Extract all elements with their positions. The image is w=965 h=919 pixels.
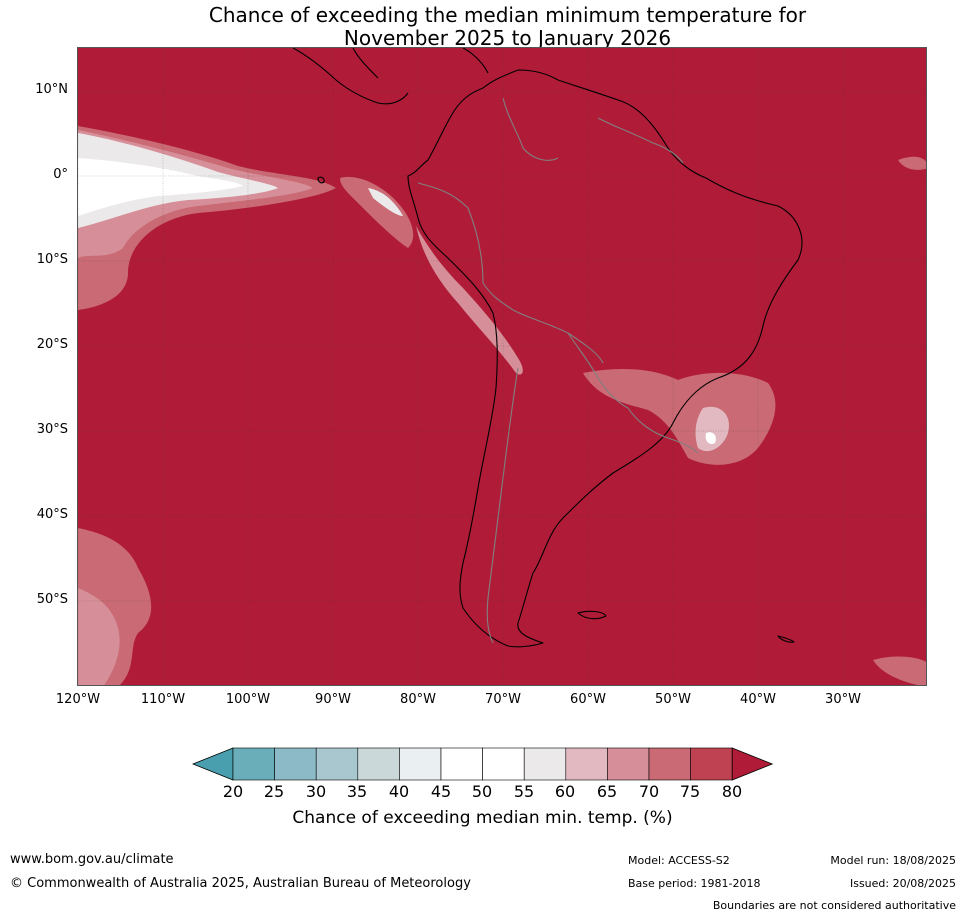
- colorbar-segment: [482, 747, 525, 781]
- border-argentina-brazil: [627, 407, 699, 454]
- map-canvas: [78, 48, 926, 685]
- colorbar-tick-70: 70: [638, 782, 660, 801]
- border-colombia-peru: [417, 182, 469, 209]
- website-link[interactable]: www.bom.gov.au/climate: [10, 852, 174, 867]
- probability-map[interactable]: [77, 47, 927, 686]
- lat-label-10n: 10°N: [35, 82, 68, 97]
- lon-label-40w: 40°W: [740, 692, 776, 707]
- south-atlantic-70-75-region: [873, 656, 926, 685]
- lon-label-50w: 50°W: [655, 692, 691, 707]
- colorbar-segment: [357, 747, 400, 781]
- andes-65-70-region: [416, 226, 523, 375]
- peru-coast-55-60-region: [368, 188, 403, 216]
- colorbar-segment: [399, 747, 442, 781]
- probability-shading: [78, 126, 926, 685]
- lat-label-10s: 10°S: [36, 252, 68, 267]
- colorbar-tick-65: 65: [596, 782, 618, 801]
- lon-label-70w: 70°W: [485, 692, 521, 707]
- south-america-coastline: [407, 69, 803, 648]
- graticule: [78, 48, 926, 685]
- lat-label-30s: 30°S: [36, 422, 68, 437]
- pacific-45-55-region: [78, 158, 243, 216]
- colorbar-tick-75: 75: [679, 782, 701, 801]
- title-line-2: November 2025 to January 2026: [343, 26, 672, 50]
- colorbar: [192, 747, 774, 781]
- lon-label-30w: 30°W: [825, 692, 861, 707]
- disclaimer-text: Boundaries are not considered authoritat…: [712, 899, 956, 912]
- south-pacific-65-70-region: [78, 588, 120, 685]
- colorbar-segment: [648, 747, 691, 781]
- colorbar-segment: [690, 747, 733, 781]
- south-brazil-70-75-region: [583, 368, 776, 465]
- colorbar-tick-25: 25: [263, 782, 285, 801]
- colorbar-segment: [440, 747, 483, 781]
- lon-label-120w: 120°W: [55, 692, 101, 707]
- coastlines: [292, 48, 803, 648]
- map-title: Chance of exceeding the median minimum t…: [0, 4, 965, 50]
- national-borders: [417, 97, 699, 644]
- lon-label-60w: 60°W: [570, 692, 606, 707]
- falklands-coastline: [577, 610, 607, 620]
- border-paraguay: [567, 332, 629, 409]
- colorbar-segment: [523, 747, 567, 781]
- lon-label-90w: 90°W: [315, 692, 351, 707]
- colorbar-tick-50: 50: [471, 782, 493, 801]
- colorbar-tick-20: 20: [222, 782, 244, 801]
- issued-text: Issued: 20/08/2025: [849, 877, 956, 890]
- colorbar-tick-30: 30: [305, 782, 327, 801]
- atlantic-equator-70-75-region: [898, 156, 926, 170]
- colorbar-tick-35: 35: [346, 782, 368, 801]
- south-georgia-coastline: [777, 635, 795, 643]
- lat-label-50s: 50°S: [36, 592, 68, 607]
- colorbar-segment: [315, 747, 359, 781]
- colorbar-tick-40: 40: [388, 782, 410, 801]
- colorbar-tick-45: 45: [430, 782, 452, 801]
- colorbar-above-arrow: [731, 747, 774, 781]
- base-period-text: Base period: 1981-2018: [628, 877, 761, 890]
- title-line-1: Chance of exceeding the median minimum t…: [208, 3, 807, 27]
- lat-label-0: 0°: [53, 167, 68, 182]
- colorbar-segment: [607, 747, 650, 781]
- south-brazil-55-60-region: [695, 406, 729, 452]
- lat-label-40s: 40°S: [36, 507, 68, 522]
- colorbar-tick-55: 55: [513, 782, 535, 801]
- colorbar-label: Chance of exceeding median min. temp. (%…: [292, 808, 673, 828]
- peru-coast-70-75-region: [340, 176, 414, 248]
- galapagos-coastline: [317, 176, 325, 184]
- central-america-coastline: [292, 48, 489, 105]
- copyright-text: © Commonwealth of Australia 2025, Austra…: [10, 876, 471, 891]
- south-brazil-45-55-region: [705, 432, 716, 444]
- colorbar-segment: [565, 747, 608, 781]
- border-bolivia: [512, 309, 604, 364]
- border-guyanas: [597, 117, 684, 164]
- lon-label-80w: 80°W: [400, 692, 436, 707]
- border-colombia-venezuela: [502, 97, 559, 161]
- lon-label-100w: 100°W: [225, 692, 271, 707]
- border-chile-argentina: [486, 367, 519, 644]
- border-peru-brazil: [467, 207, 514, 311]
- colorbar-segment: [232, 747, 275, 781]
- lon-label-110w: 110°W: [140, 692, 186, 707]
- colorbar-tick-60: 60: [554, 782, 576, 801]
- colorbar-below-arrow: [192, 747, 234, 781]
- colorbar-tick-80: 80: [721, 782, 743, 801]
- colorbar-segment: [274, 747, 317, 781]
- model-run-text: Model run: 18/08/2025: [830, 854, 956, 867]
- lat-label-20s: 20°S: [36, 337, 68, 352]
- model-text: Model: ACCESS-S2: [628, 854, 730, 867]
